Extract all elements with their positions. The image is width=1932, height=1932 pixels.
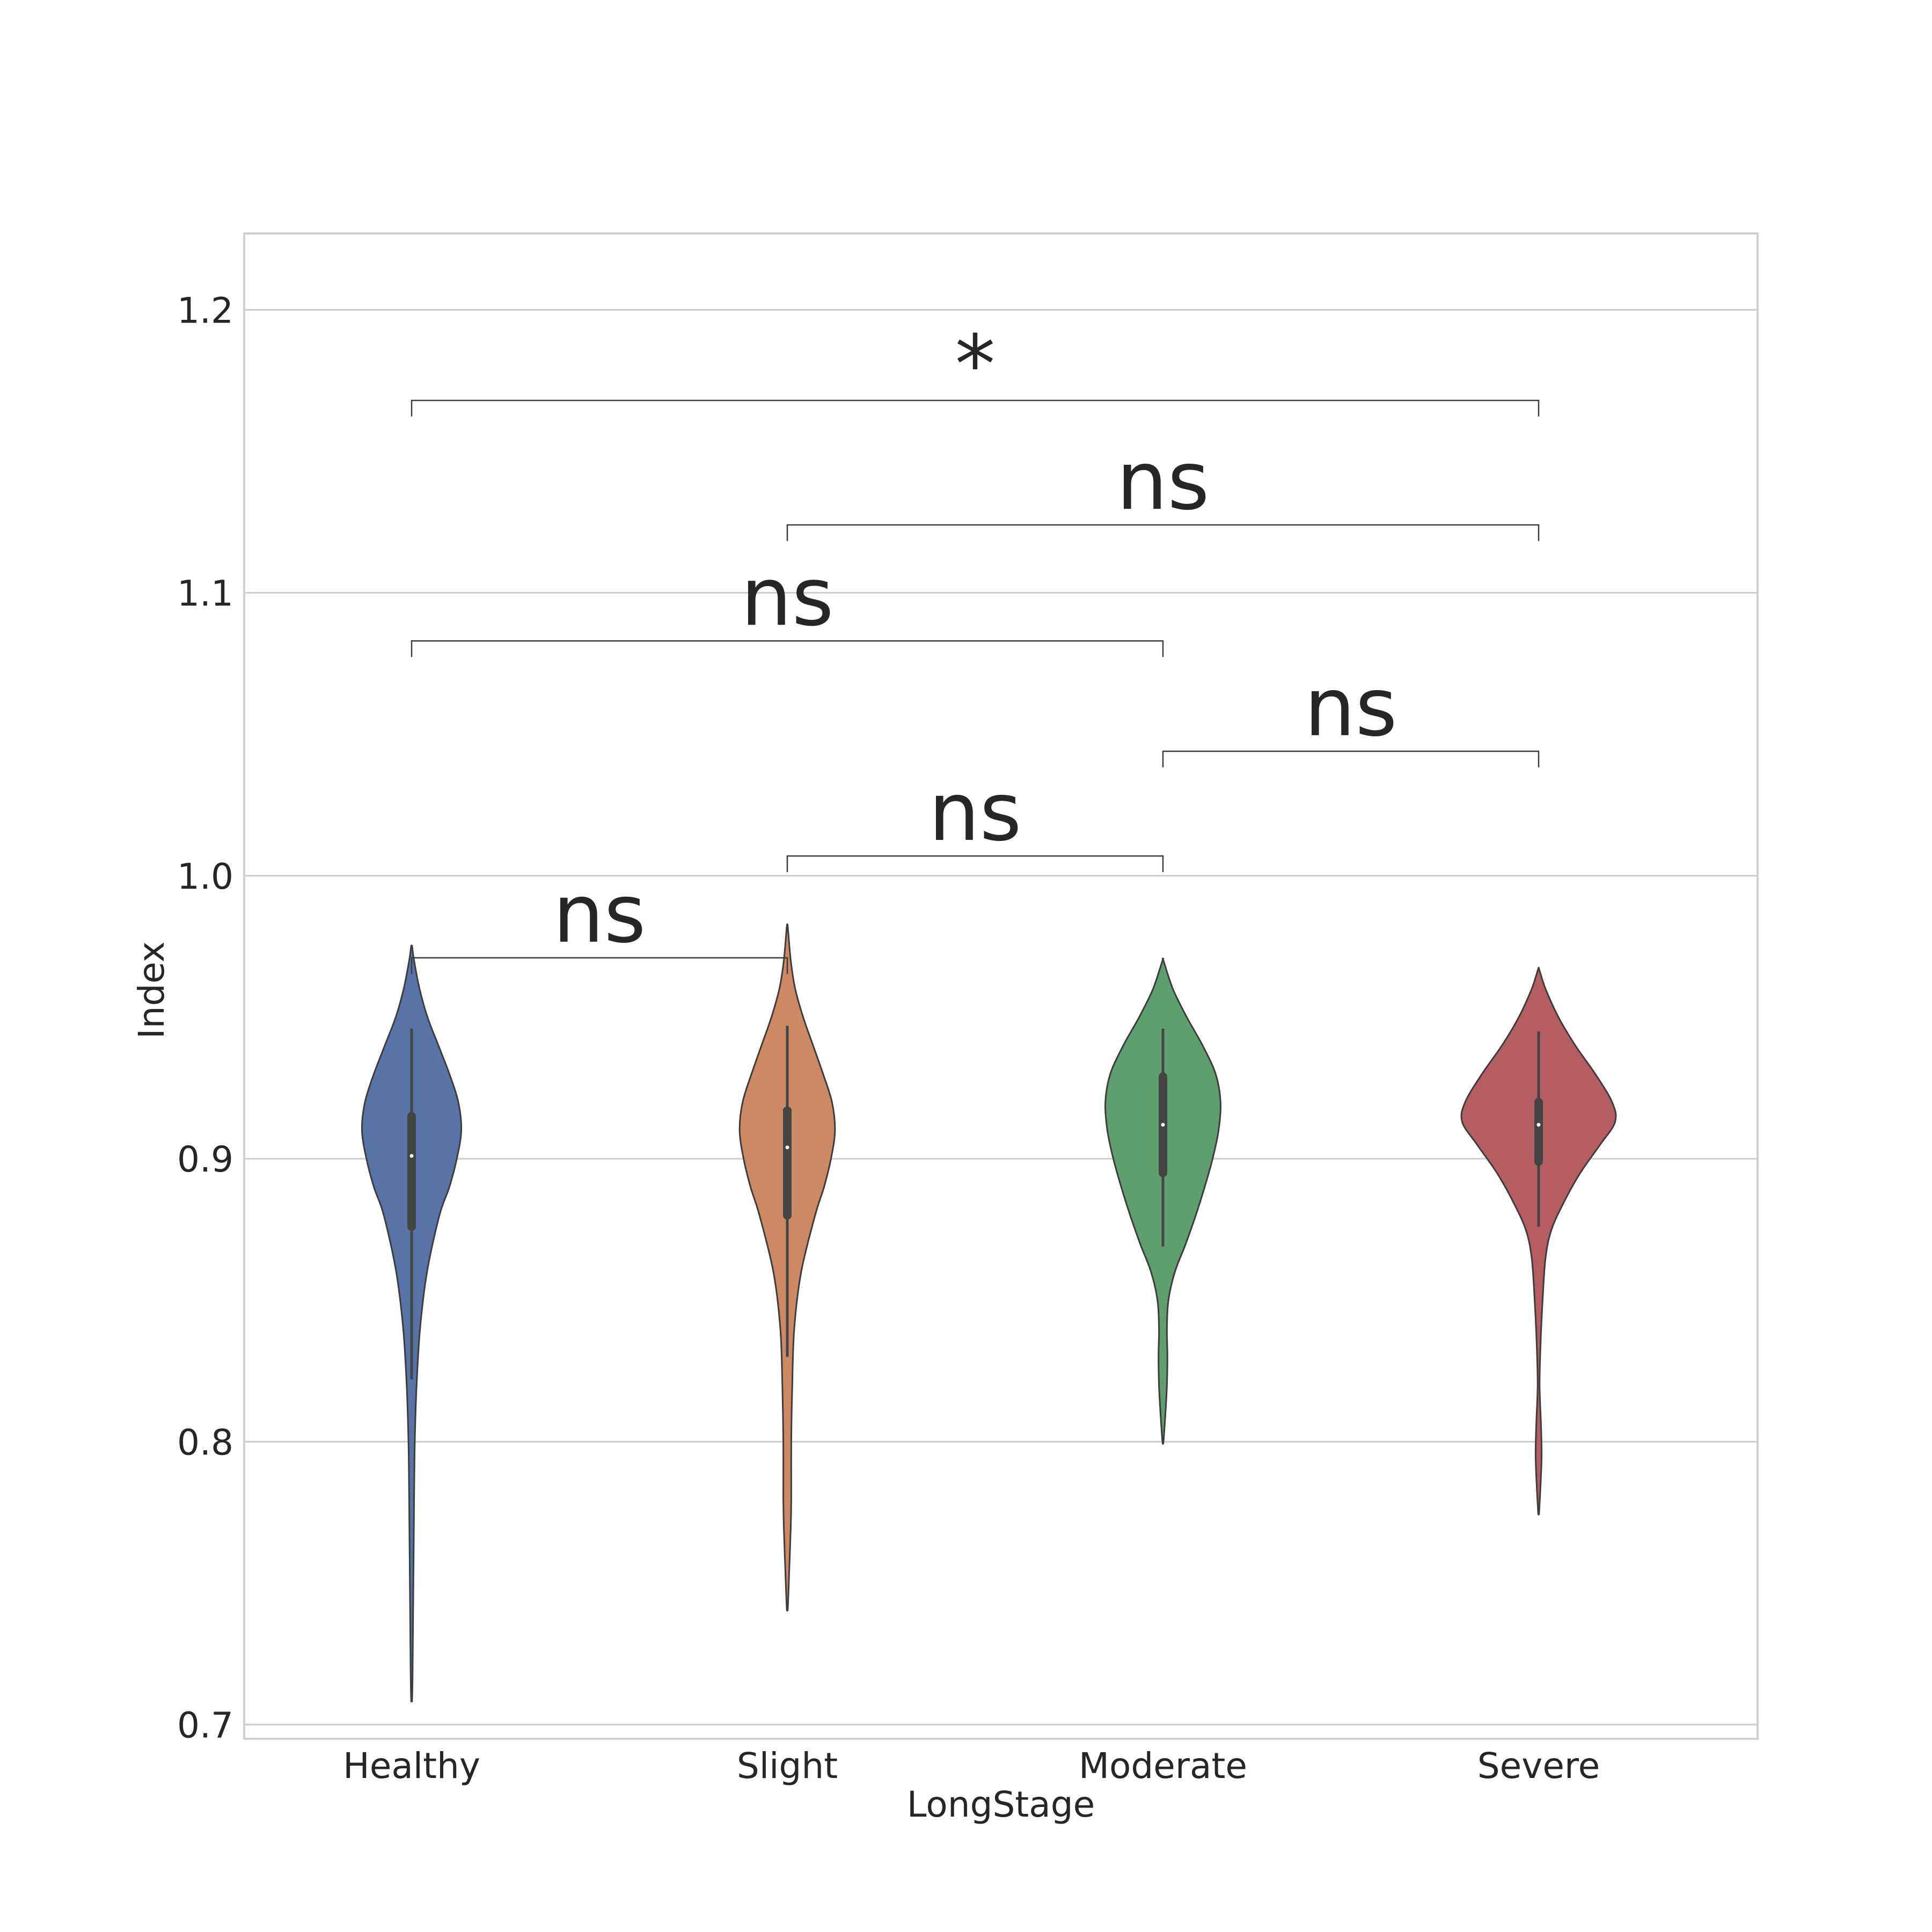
grid-lines (244, 309, 1758, 1726)
plot-frame (243, 232, 1759, 1740)
significance-label: ns (1304, 661, 1397, 755)
significance-bracket (1162, 750, 1540, 767)
median-dot (1161, 1123, 1165, 1127)
x-tick-label: Healthy (343, 1745, 480, 1787)
significance-label: * (955, 318, 996, 412)
x-tick-labels: Healthy Slight Moderate Severe (343, 1745, 1600, 1787)
y-tick-label: 1.1 (177, 573, 233, 614)
significance-bracket (786, 855, 1164, 872)
significance-label: ns (928, 766, 1021, 859)
significance-bracket (786, 524, 1540, 541)
violin-severe (1460, 967, 1617, 1516)
violins (361, 923, 1617, 1702)
x-axis-label: LongStage (907, 1784, 1095, 1825)
x-tick-label: Moderate (1079, 1745, 1247, 1787)
y-tick-label: 0.7 (177, 1705, 233, 1746)
y-axis-label: Index (131, 941, 172, 1039)
y-tick-labels: 0.7 0.8 0.9 1.0 1.1 1.2 (177, 290, 233, 1746)
median-dot (1536, 1123, 1541, 1127)
significance-bracket (411, 399, 1540, 417)
median-dot (785, 1145, 789, 1150)
significance-label: ns (1116, 435, 1209, 528)
x-tick-label: Severe (1477, 1745, 1600, 1787)
y-tick-label: 0.8 (177, 1422, 233, 1463)
y-tick-label: 1.0 (177, 856, 233, 897)
x-tick-label: Slight (737, 1745, 838, 1787)
significance-label: ns (741, 551, 833, 644)
significance-label: ns (553, 868, 646, 961)
significance-brackets: ns ns ns ns ns * (411, 318, 1540, 974)
median-dot (409, 1154, 414, 1158)
y-tick-label: 0.9 (177, 1139, 233, 1180)
significance-bracket (411, 957, 788, 974)
significance-bracket (411, 640, 1164, 657)
y-tick-label: 1.2 (177, 290, 233, 331)
